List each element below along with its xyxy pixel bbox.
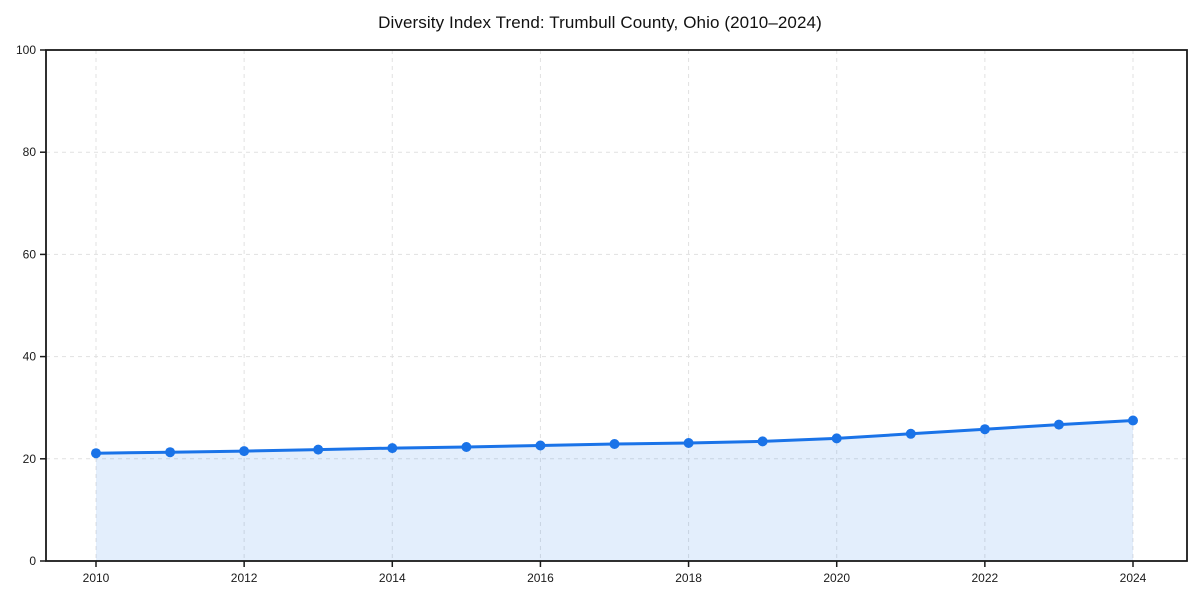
x-tick-label: 2024 bbox=[1120, 571, 1147, 585]
x-tick-label: 2018 bbox=[675, 571, 702, 585]
y-tick-label: 20 bbox=[23, 452, 37, 466]
data-point-2021 bbox=[905, 428, 916, 439]
x-tick-label: 2010 bbox=[83, 571, 110, 585]
y-tick-label: 0 bbox=[29, 554, 36, 568]
x-tick-label: 2014 bbox=[379, 571, 406, 585]
data-point-2013 bbox=[313, 444, 324, 455]
y-tick-label: 40 bbox=[23, 350, 37, 364]
x-tick-label: 2020 bbox=[823, 571, 850, 585]
plot-border bbox=[45, 49, 1188, 562]
y-tick-label: 60 bbox=[23, 247, 37, 261]
y-tick-label: 100 bbox=[16, 43, 36, 57]
data-point-2011 bbox=[165, 447, 176, 458]
x-tick-label: 2022 bbox=[972, 571, 999, 585]
data-point-2018 bbox=[683, 438, 694, 448]
data-point-2024 bbox=[1128, 415, 1138, 426]
data-point-2015 bbox=[461, 442, 472, 452]
chart-title: Diversity Index Trend: Trumbull County, … bbox=[378, 13, 822, 32]
x-tick-label: 2016 bbox=[527, 571, 554, 585]
y-tick-label: 80 bbox=[23, 145, 37, 159]
data-point-2019 bbox=[757, 436, 768, 447]
area-fill bbox=[96, 420, 1133, 561]
data-point-2017 bbox=[609, 439, 620, 449]
data-point-2012 bbox=[239, 446, 250, 457]
data-point-2023 bbox=[1053, 419, 1064, 430]
data-point-2014 bbox=[387, 443, 398, 454]
data-point-2022 bbox=[979, 424, 990, 435]
data-point-2020 bbox=[831, 433, 842, 444]
data-point-2016 bbox=[535, 440, 546, 451]
x-tick-label: 2012 bbox=[231, 571, 258, 585]
data-point-2010 bbox=[91, 448, 101, 459]
